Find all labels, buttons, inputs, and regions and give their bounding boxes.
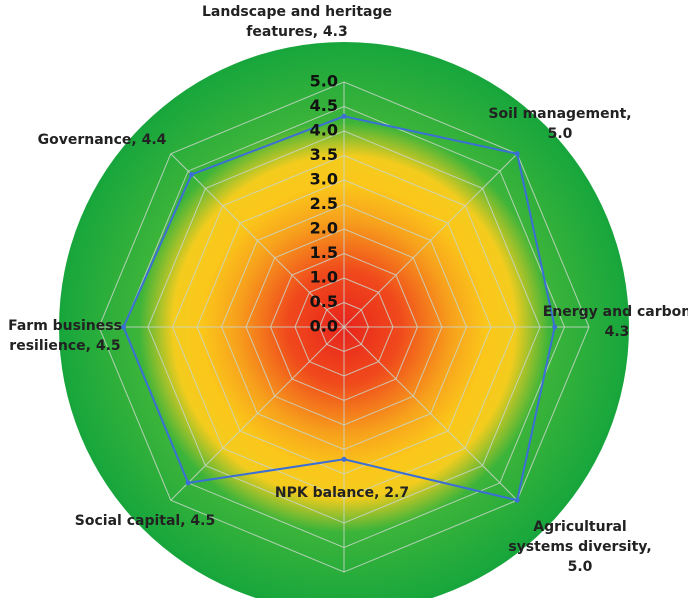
category-label: Social capital, 4.5	[75, 513, 215, 529]
category-label: Landscape and heritage features, 4.3	[202, 4, 392, 40]
category-label: Soil management, 5.0	[488, 106, 631, 142]
radar-point	[189, 172, 195, 178]
category-label: Energy and carbon 4.3	[543, 304, 688, 340]
category-label: Governance, 4.4	[38, 132, 167, 148]
category-label: Agricultural systems diversity, 5.0	[508, 519, 651, 575]
r-tick-label: 2.5	[310, 194, 338, 213]
spoke	[170, 153, 345, 328]
radar-point	[552, 324, 558, 330]
radar-point	[514, 497, 520, 503]
r-tick-label: 4.5	[310, 96, 338, 115]
radar-point	[514, 151, 520, 157]
r-tick-label: 4.0	[310, 121, 338, 140]
r-tick-label: 3.0	[310, 170, 338, 189]
spoke	[343, 326, 518, 501]
spoke	[343, 153, 518, 328]
r-tick-label: 2.0	[310, 219, 338, 238]
r-tick-label: 3.5	[310, 145, 338, 164]
r-tick-label: 1.5	[310, 243, 338, 262]
radar-point	[121, 324, 126, 330]
r-tick-label: 5.0	[310, 72, 338, 91]
r-tick-label: 0.0	[310, 317, 338, 336]
r-tick-label: 1.0	[310, 268, 338, 287]
r-tick-label: 0.5	[310, 292, 338, 311]
spoke	[170, 326, 345, 501]
radar-point	[341, 456, 347, 462]
radar-point	[341, 113, 347, 119]
category-label: NPK balance, 2.7	[275, 485, 409, 501]
category-label: Farm business resilience, 4.5	[8, 318, 122, 354]
radar-point	[185, 480, 191, 486]
